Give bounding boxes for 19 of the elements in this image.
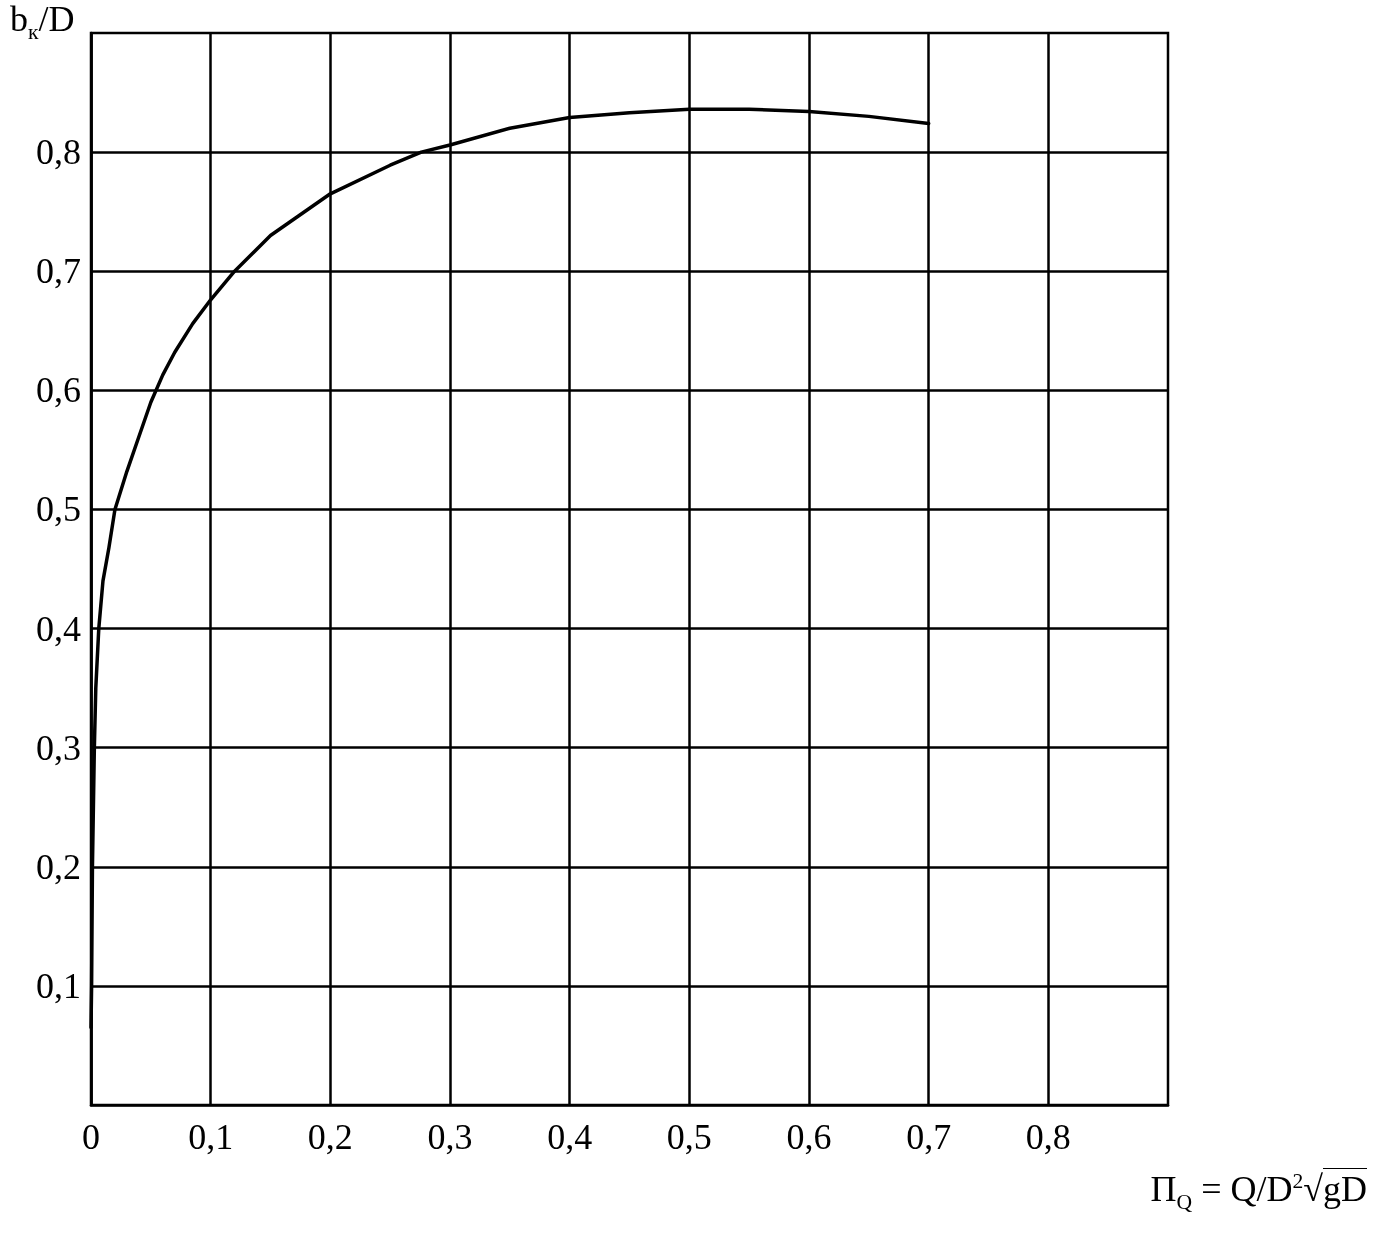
- x-tick-label: 0,4: [547, 1117, 593, 1157]
- x-tick-label: 0,3: [427, 1117, 473, 1157]
- y-tick-label: 0,1: [36, 965, 81, 1006]
- y-tick-label: 0,5: [36, 489, 81, 530]
- x-tick-label: 0,2: [307, 1117, 353, 1157]
- y-tick-label: 0,6: [36, 370, 81, 411]
- y-tick-label: 0,2: [36, 846, 81, 887]
- y-tick-label: 0,8: [36, 132, 81, 173]
- x-tick-label: 0,6: [786, 1117, 832, 1157]
- x-tick-label: 0,5: [666, 1117, 712, 1157]
- y-tick-label: 0,3: [36, 727, 81, 768]
- y-axis-title: b$_{к}$/D: [10, 0, 75, 47]
- x-tick-label: 0,7: [906, 1117, 952, 1157]
- x-tick-label: 0,1: [188, 1117, 234, 1157]
- x-tick-label: 0: [82, 1117, 100, 1157]
- x-axis-title: Π$_{Q}$ = Q/D$^{2}$√gD: [1150, 1168, 1367, 1217]
- x-tick-label: 0,8: [1025, 1117, 1071, 1157]
- y-tick-label: 0,4: [36, 608, 81, 649]
- y-tick-label: 0,7: [36, 251, 81, 292]
